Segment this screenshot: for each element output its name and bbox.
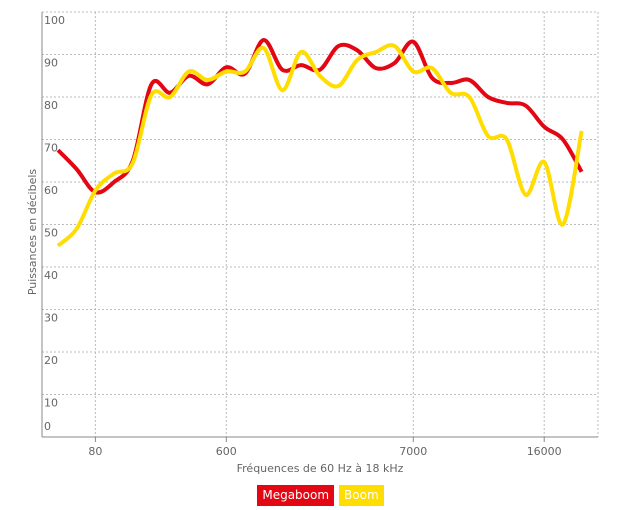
y-tick-label: 90 (44, 57, 58, 70)
y-tick-label: 40 (44, 269, 58, 282)
y-tick-label: 30 (44, 312, 58, 325)
chart: Fréquences de 60 Hz à 18 kHz Puissances … (26, 11, 599, 475)
x-axis-title: Fréquences de 60 Hz à 18 kHz (237, 462, 404, 475)
y-tick-label: 80 (44, 99, 58, 112)
y-tick-label: 50 (44, 227, 58, 240)
y-tick-label: 20 (44, 354, 58, 367)
x-tick-label: 80 (88, 445, 102, 458)
y-tick-label: 10 (44, 397, 58, 410)
y-tick-label: 60 (44, 184, 58, 197)
legend: Megaboom Boom (0, 485, 641, 506)
legend-entry: Boom (339, 485, 384, 506)
legend-entry: Megaboom (257, 485, 335, 506)
line (56, 38, 584, 195)
x-tick-label: 600 (216, 445, 237, 458)
x-tick-label: 7000 (399, 445, 427, 458)
line (56, 43, 584, 248)
y-axis-title: Puissances en décibels (26, 169, 39, 296)
y-tick-label: 0 (44, 420, 51, 433)
y-tick-label: 70 (44, 142, 58, 155)
y-tick-label: 100 (44, 14, 65, 27)
x-tick-label: 16000 (527, 445, 562, 458)
